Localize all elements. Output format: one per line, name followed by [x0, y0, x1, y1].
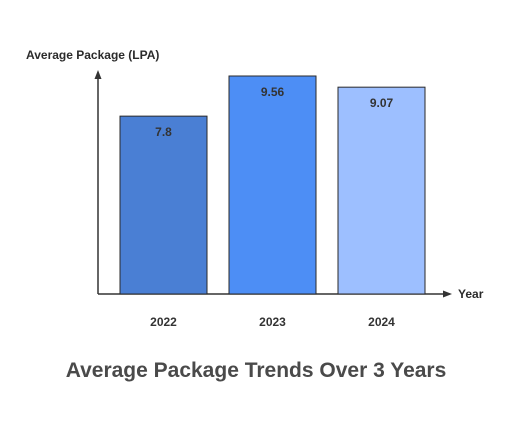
x-axis-label: Year [458, 287, 484, 301]
bar-2024 [337, 86, 426, 295]
bar-2023 [228, 75, 317, 295]
bars-group: 7.8 2022 9.56 2023 9.07 2024 [119, 75, 426, 329]
chart-title: Average Package Trends Over 3 Years [65, 359, 447, 382]
bar-2022 [119, 115, 208, 295]
value-label-2022: 7.8 [155, 125, 172, 139]
x-tick-label-2022: 2022 [150, 315, 177, 329]
value-label-2023: 9.56 [261, 85, 285, 99]
x-tick-label-2024: 2024 [368, 315, 395, 329]
value-label-2024: 9.07 [370, 96, 394, 110]
y-axis-label: Average Package (LPA) [26, 48, 159, 62]
x-axis-arrow [443, 290, 452, 298]
y-axis-arrow [94, 70, 102, 79]
x-tick-label-2023: 2023 [259, 315, 286, 329]
